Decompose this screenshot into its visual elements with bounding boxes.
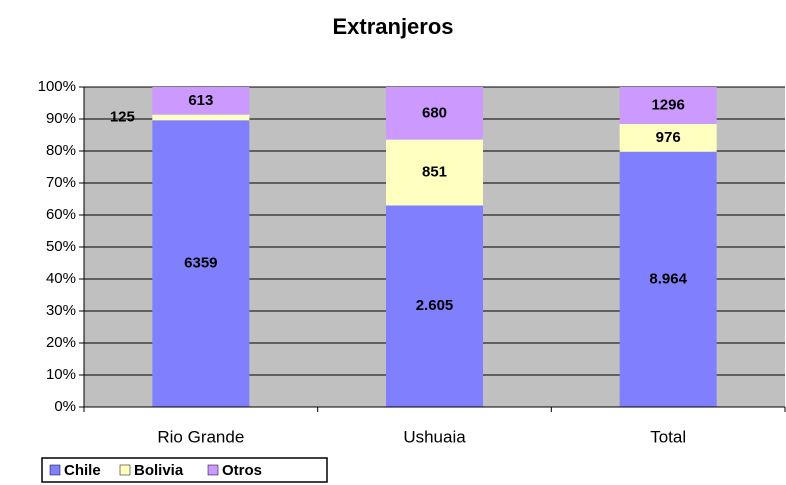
y-tick-label: 80% [46,142,76,159]
bar-segment [152,87,250,115]
data-label: 8.964 [649,270,687,287]
data-label: 6359 [184,255,217,272]
data-label: 2.605 [416,297,454,314]
data-label: 613 [188,92,213,109]
legend-label: Otros [222,462,262,479]
y-tick-label: 0% [54,398,76,415]
y-tick-label: 50% [46,238,76,255]
legend-swatch [207,464,219,476]
x-tick-label: Rio Grande [157,427,244,446]
bar-segment [386,139,483,206]
y-tick-label: 40% [46,270,76,287]
bar-segment [152,120,250,407]
data-label: 1296 [651,96,684,113]
y-tick-label: 30% [46,302,76,319]
legend-swatch [49,464,61,476]
chart-title: Extranjeros [332,14,453,39]
y-tick-label: 70% [46,174,76,191]
y-tick-label: 60% [46,206,76,223]
bar-segment [152,114,250,121]
bar-segment [619,151,717,407]
legend-label: Chile [64,462,101,479]
bar-segment [386,205,483,407]
bar-segment [386,87,483,140]
bar-segment [619,123,717,152]
y-tick-label: 10% [46,366,76,383]
legend-swatch [119,464,131,476]
data-label: 125 [110,108,135,125]
x-tick-label: Ushuaia [403,427,466,446]
y-tick-label: 100% [38,78,76,95]
legend: Chile Bolivia Otros [41,457,328,483]
data-label: 680 [422,104,447,121]
x-tick-label: Total [650,427,686,446]
data-label: 851 [422,164,447,181]
y-tick-label: 20% [46,334,76,351]
legend-box [41,457,328,483]
y-tick-label: 90% [46,110,76,127]
bar-segment [619,87,717,124]
legend-label: Bolivia [134,462,184,479]
data-label: 976 [656,129,681,146]
